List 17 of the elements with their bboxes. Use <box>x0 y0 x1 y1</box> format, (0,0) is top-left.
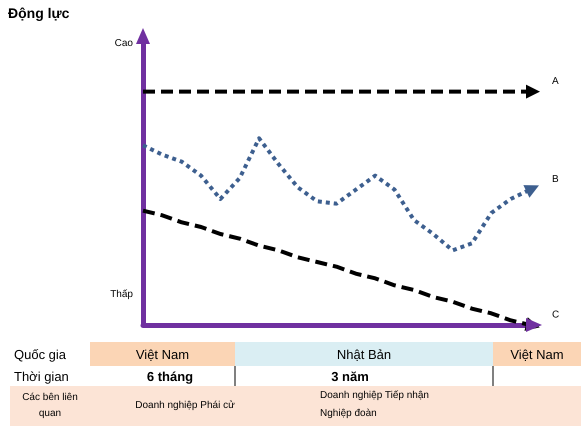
series-label: C <box>552 310 560 320</box>
text: Các bên liên quan <box>21 391 79 421</box>
chart-title: Động lực <box>8 5 70 21</box>
text: 3 năm <box>330 368 370 386</box>
text: Quốc gia <box>13 346 68 364</box>
text: Việt Nam <box>90 342 235 366</box>
text: Doanh nghiệp Phái cử <box>135 399 235 413</box>
text: Thấp <box>109 288 133 302</box>
text: 6 tháng <box>146 368 194 386</box>
series-label: B <box>552 174 559 186</box>
text: Thời gian <box>13 368 70 386</box>
text: Doanh nghiệp Tiếp nhận <box>320 389 430 403</box>
text: Nhật Bản <box>235 342 493 366</box>
text: Cao <box>114 37 133 51</box>
text: Việt Nam <box>493 342 581 366</box>
text: Nghiệp đoàn <box>320 407 378 421</box>
series-label: A <box>552 76 559 88</box>
